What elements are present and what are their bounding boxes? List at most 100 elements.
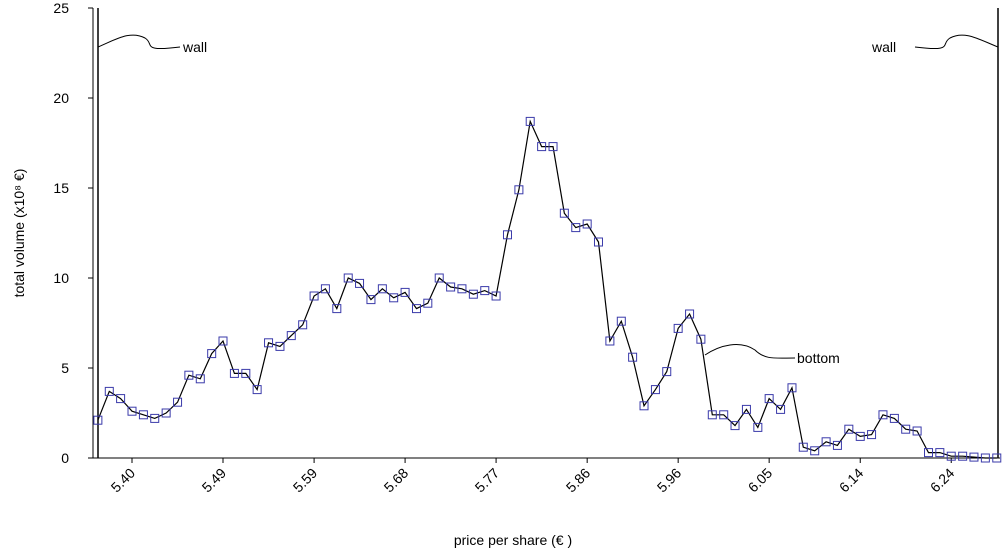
x-axis-label: price per share (€ ) [454, 532, 572, 548]
data-marker [491, 291, 501, 301]
x-tick-label: 5.49 [199, 465, 230, 496]
data-marker [298, 320, 308, 330]
data-marker [616, 316, 626, 326]
data-marker [480, 286, 490, 296]
data-marker [377, 284, 387, 294]
data-marker [924, 448, 934, 458]
data-marker [639, 401, 649, 411]
data-marker [320, 284, 330, 294]
data-marker [264, 338, 274, 348]
data-marker [184, 370, 194, 380]
data-marker [901, 424, 911, 434]
data-marker [309, 291, 319, 301]
data-marker [662, 367, 672, 377]
annotation-leader [704, 344, 796, 359]
data-marker [93, 415, 103, 425]
data-marker [150, 413, 160, 423]
y-tick-label: 10 [53, 270, 69, 286]
data-marker [548, 142, 558, 152]
data-marker [434, 273, 444, 283]
data-marker [241, 368, 251, 378]
data-marker [889, 413, 899, 423]
annotation: wall [871, 39, 896, 55]
data-marker [537, 142, 547, 152]
y-tick-label: 20 [53, 90, 69, 106]
annotation-leader [914, 34, 999, 50]
data-marker [821, 437, 831, 447]
data-marker [400, 287, 410, 297]
data-marker [138, 410, 148, 420]
data-marker [980, 453, 990, 463]
data-marker [173, 397, 183, 407]
data-marker [787, 383, 797, 393]
data-marker [855, 431, 865, 441]
data-marker [719, 410, 729, 420]
data-marker [207, 349, 217, 359]
data-marker [355, 278, 365, 288]
x-tick-label: 5.68 [381, 465, 412, 496]
data-line [97, 119, 997, 459]
data-marker [366, 295, 376, 305]
data-marker [912, 426, 922, 436]
data-marker [229, 368, 239, 378]
annotation: bottom [797, 350, 840, 366]
data-marker [195, 374, 205, 384]
data-marker [969, 452, 979, 462]
y-axis-label: total volume (x10⁸ €) [11, 169, 27, 298]
data-marker [741, 404, 751, 414]
x-tick-label: 5.40 [108, 465, 139, 496]
x-tick-label: 5.86 [563, 465, 594, 496]
data-marker [753, 422, 763, 432]
data-marker [502, 230, 512, 240]
data-marker [628, 352, 638, 362]
data-marker [685, 309, 695, 319]
data-marker [514, 185, 524, 195]
x-tick-label: 5.96 [654, 465, 685, 496]
x-tick-label: 5.59 [290, 465, 321, 496]
data-marker [958, 451, 968, 461]
data-marker [275, 341, 285, 351]
data-marker [423, 298, 433, 308]
data-marker [411, 304, 421, 314]
data-marker [343, 273, 353, 283]
x-tick-label: 6.24 [927, 465, 958, 496]
data-marker [116, 394, 126, 404]
data-marker [832, 440, 842, 450]
data-marker [730, 421, 740, 431]
annotation: wall [182, 39, 207, 55]
data-marker [696, 334, 706, 344]
data-marker [389, 293, 399, 303]
data-marker [468, 289, 478, 299]
data-marker [650, 385, 660, 395]
y-tick-label: 5 [61, 360, 69, 376]
data-marker [673, 323, 683, 333]
y-tick-label: 0 [61, 450, 69, 466]
data-marker [571, 223, 581, 233]
data-marker [776, 404, 786, 414]
x-tick-label: 6.05 [745, 465, 776, 496]
data-marker [127, 406, 137, 416]
data-marker [992, 453, 1002, 463]
y-tick-label: 15 [53, 180, 69, 196]
data-marker [878, 410, 888, 420]
data-marker [332, 304, 342, 314]
data-marker [593, 237, 603, 247]
data-marker [218, 336, 228, 346]
data-marker [559, 208, 569, 218]
data-marker [286, 331, 296, 341]
data-marker [457, 284, 467, 294]
data-marker [104, 386, 114, 396]
annotation-leader [97, 34, 181, 50]
y-tick-label: 25 [53, 0, 69, 16]
data-marker [946, 451, 956, 461]
data-marker [935, 448, 945, 458]
x-tick-label: 6.14 [836, 465, 867, 496]
data-marker [582, 219, 592, 229]
data-marker [810, 446, 820, 456]
data-marker [252, 385, 262, 395]
data-marker [605, 336, 615, 346]
data-marker [161, 408, 171, 418]
data-marker [844, 424, 854, 434]
